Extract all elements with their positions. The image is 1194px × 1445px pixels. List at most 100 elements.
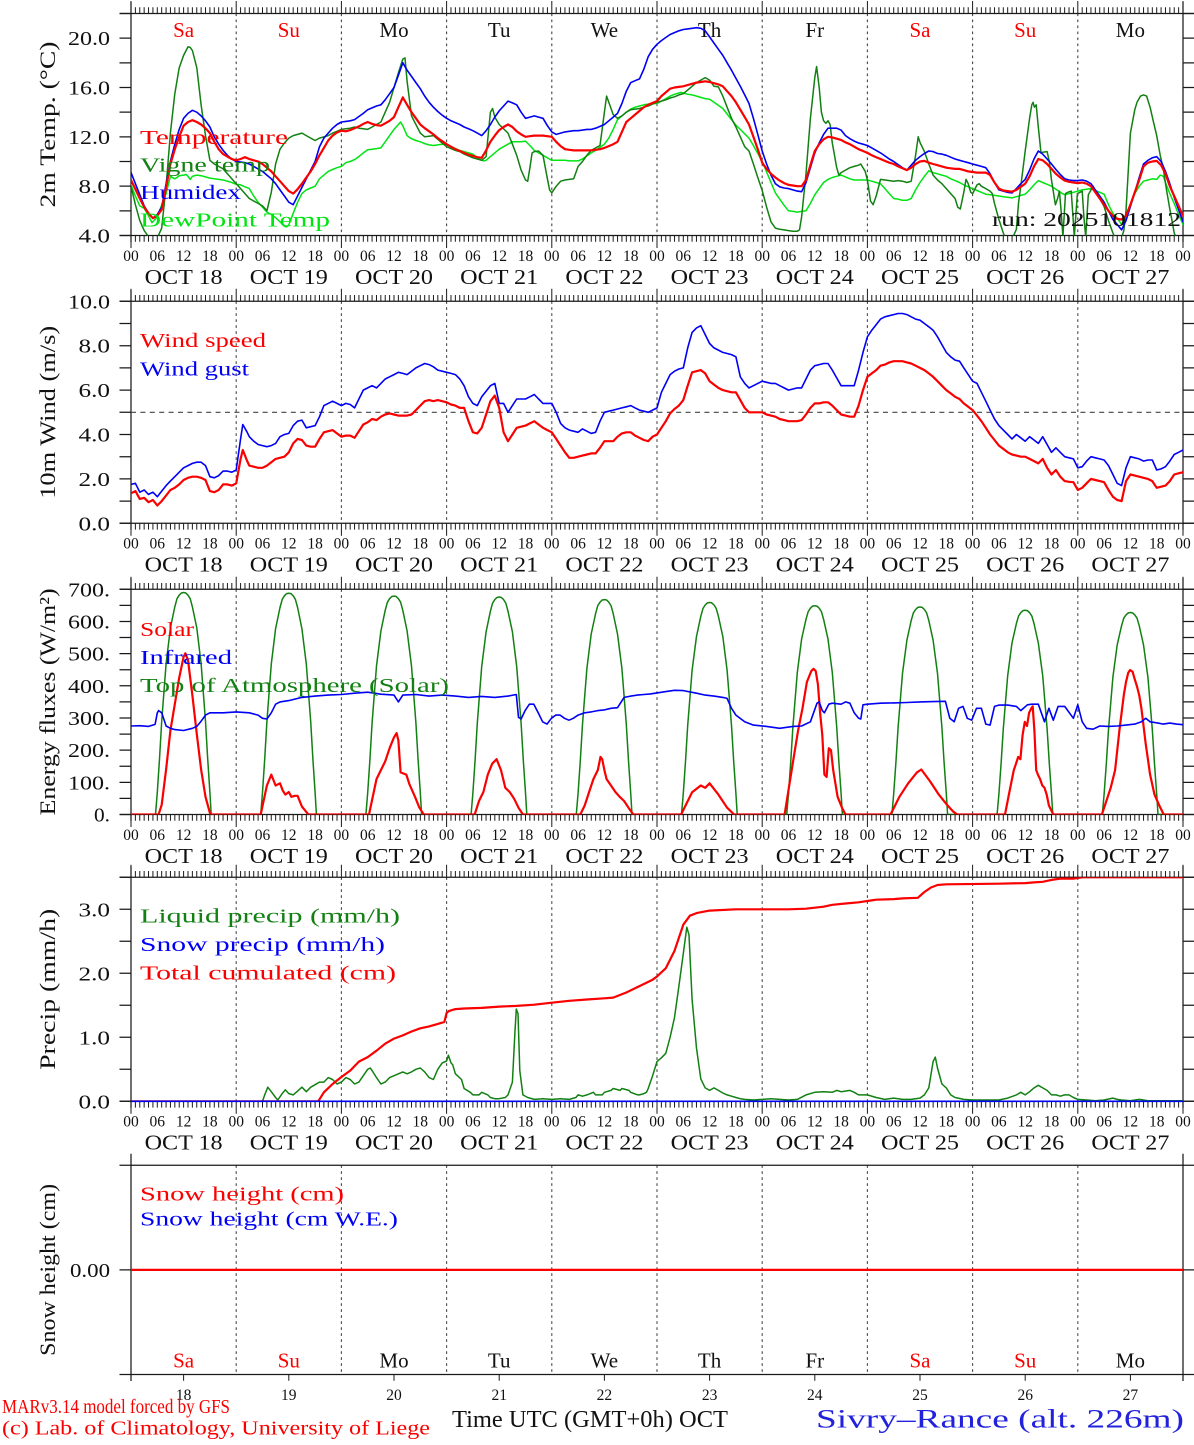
svg-text:OCT 25: OCT 25 [881, 1131, 959, 1155]
svg-text:00: 00 [649, 248, 665, 265]
svg-text:700.: 700. [68, 579, 110, 601]
svg-text:12.0: 12.0 [68, 127, 110, 149]
svg-text:MARv3.14 model forced by GFS: MARv3.14 model forced by GFS [2, 1396, 230, 1418]
svg-text:21: 21 [491, 1387, 507, 1404]
svg-text:Th: Th [698, 18, 722, 42]
svg-text:18: 18 [833, 248, 849, 265]
svg-text:12: 12 [702, 1114, 718, 1131]
svg-text:00: 00 [754, 827, 770, 844]
svg-text:06: 06 [360, 248, 376, 265]
svg-text:12: 12 [912, 1114, 928, 1131]
svg-text:OCT 20: OCT 20 [355, 265, 433, 289]
svg-text:06: 06 [991, 827, 1007, 844]
svg-text:12: 12 [491, 1114, 507, 1131]
svg-text:OCT 27: OCT 27 [1091, 1131, 1169, 1155]
svg-text:25: 25 [912, 1387, 928, 1404]
svg-text:06: 06 [465, 827, 481, 844]
svg-text:DewPoint Temp: DewPoint Temp [140, 210, 330, 232]
svg-text:06: 06 [676, 248, 692, 265]
svg-text:20: 20 [386, 1387, 402, 1404]
svg-text:Tu: Tu [488, 1349, 511, 1373]
svg-text:OCT 21: OCT 21 [460, 1131, 538, 1155]
svg-text:OCT 24: OCT 24 [776, 553, 855, 577]
svg-text:06: 06 [991, 1114, 1007, 1131]
svg-text:12: 12 [281, 248, 297, 265]
svg-text:100.: 100. [68, 772, 110, 794]
svg-text:06: 06 [676, 827, 692, 844]
svg-text:Top of Atmosphere (Solar): Top of Atmosphere (Solar) [140, 675, 449, 697]
svg-text:23: 23 [702, 1387, 718, 1404]
svg-text:8.0: 8.0 [79, 336, 111, 358]
svg-text:06: 06 [781, 536, 797, 553]
svg-text:Wind speed: Wind speed [140, 330, 266, 352]
svg-text:12: 12 [912, 248, 928, 265]
svg-text:12: 12 [1017, 248, 1033, 265]
svg-text:00: 00 [1175, 248, 1191, 265]
svg-text:OCT 23: OCT 23 [671, 553, 749, 577]
svg-text:00: 00 [544, 1114, 560, 1131]
svg-text:20.0: 20.0 [68, 28, 110, 50]
svg-text:OCT 20: OCT 20 [355, 553, 433, 577]
svg-text:0.0: 0.0 [79, 513, 111, 535]
svg-text:06: 06 [676, 536, 692, 553]
svg-text:00: 00 [334, 827, 350, 844]
svg-text:00: 00 [123, 536, 139, 553]
svg-text:00: 00 [1175, 536, 1191, 553]
svg-text:18: 18 [623, 1114, 639, 1131]
svg-text:12: 12 [386, 827, 402, 844]
svg-text:We: We [591, 1349, 618, 1373]
svg-text:OCT 23: OCT 23 [671, 844, 749, 868]
svg-text:Fr: Fr [805, 18, 824, 42]
svg-text:26: 26 [1017, 1387, 1033, 1404]
svg-text:00: 00 [649, 827, 665, 844]
svg-text:18: 18 [833, 536, 849, 553]
svg-text:OCT 27: OCT 27 [1091, 553, 1169, 577]
svg-text:06: 06 [465, 248, 481, 265]
svg-text:OCT 27: OCT 27 [1091, 844, 1169, 868]
svg-text:12: 12 [176, 1114, 192, 1131]
svg-text:Sa: Sa [173, 1349, 195, 1373]
svg-text:OCT 19: OCT 19 [250, 844, 328, 868]
svg-text:4.0: 4.0 [79, 425, 111, 447]
svg-text:06: 06 [886, 536, 902, 553]
svg-text:OCT 21: OCT 21 [460, 553, 538, 577]
svg-text:2m Temp. (°C): 2m Temp. (°C) [35, 42, 60, 208]
svg-text:12: 12 [176, 827, 192, 844]
svg-text:OCT 18: OCT 18 [145, 844, 223, 868]
svg-text:Energy fluxes (W/m²): Energy fluxes (W/m²) [35, 588, 60, 815]
svg-text:00: 00 [334, 536, 350, 553]
svg-text:12: 12 [807, 248, 823, 265]
svg-text:18: 18 [1149, 536, 1165, 553]
svg-text:Time UTC (GMT+0h) OCT: Time UTC (GMT+0h) OCT [452, 1407, 728, 1433]
svg-text:2.0: 2.0 [79, 963, 111, 985]
svg-text:OCT 21: OCT 21 [460, 844, 538, 868]
svg-text:12: 12 [281, 827, 297, 844]
svg-text:18: 18 [307, 1114, 323, 1131]
svg-text:00: 00 [1070, 248, 1086, 265]
svg-text:300.: 300. [68, 708, 110, 730]
svg-text:18: 18 [176, 1387, 192, 1404]
svg-text:06: 06 [255, 248, 271, 265]
svg-text:Sa: Sa [173, 18, 195, 42]
svg-text:OCT 24: OCT 24 [776, 844, 855, 868]
svg-text:06: 06 [360, 1114, 376, 1131]
svg-text:12: 12 [597, 248, 613, 265]
svg-text:run: 2025101812: run: 2025101812 [992, 209, 1181, 231]
svg-text:Fr: Fr [805, 1349, 824, 1373]
svg-text:OCT 26: OCT 26 [986, 265, 1064, 289]
svg-text:Humidex: Humidex [140, 182, 241, 204]
svg-text:18: 18 [518, 248, 534, 265]
svg-text:Snow height (cm W.E.): Snow height (cm W.E.) [140, 1209, 398, 1231]
svg-text:00: 00 [544, 827, 560, 844]
svg-text:0.00: 0.00 [70, 1260, 110, 1282]
svg-text:18: 18 [728, 536, 744, 553]
svg-text:OCT 19: OCT 19 [250, 1131, 328, 1155]
svg-text:06: 06 [150, 248, 166, 265]
svg-text:18: 18 [1149, 1114, 1165, 1131]
svg-text:600.: 600. [68, 612, 110, 634]
svg-text:12: 12 [176, 536, 192, 553]
svg-text:Wind gust: Wind gust [140, 359, 250, 381]
svg-text:OCT 26: OCT 26 [986, 844, 1064, 868]
svg-text:06: 06 [1096, 248, 1112, 265]
svg-text:12: 12 [807, 1114, 823, 1131]
